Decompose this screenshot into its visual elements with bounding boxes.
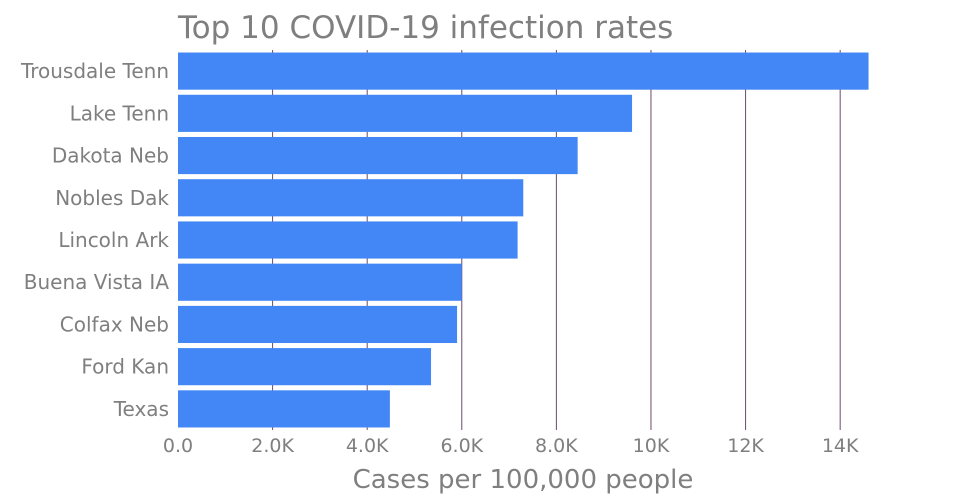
category-label: Texas [113,397,169,421]
x-tick-label: 8.0K [535,435,578,457]
category-label: Ford Kan [81,355,169,379]
x-tick-label: 2.0K [251,435,294,457]
bar-1 [178,94,633,132]
x-axis-title: Cases per 100,000 people [353,465,694,495]
x-tick-label: 14K [822,435,859,457]
x-tick-label: 6.0K [440,435,483,457]
category-label: Trousdale Tenn [20,59,169,83]
bar-4 [178,221,518,259]
category-label: Nobles Dak [55,186,169,210]
x-tick-label: 10K [633,435,670,457]
category-label: Lake Tenn [70,101,169,125]
category-label: Lincoln Ark [58,228,169,252]
bar-0 [178,52,869,90]
x-tick-label: 4.0K [346,435,389,457]
x-tick-label: 0.0 [163,435,193,457]
bar-3 [178,179,524,217]
bar-6 [178,305,458,344]
bar-8 [178,390,390,428]
bars [178,52,869,428]
x-tick-label: 12K [727,435,764,457]
x-tick-labels: 0.0 2.0K 4.0K 6.0K 8.0K 10K 12K 14K [163,435,859,457]
category-labels: Trousdale Tenn Lake Tenn Dakota Neb Nobles … [20,59,169,421]
category-label: Colfax Neb [60,312,169,336]
category-label: Dakota Neb [52,144,169,168]
bar-7 [178,348,432,386]
bar-5 [178,263,462,301]
bar-2 [178,136,578,175]
category-label: Buena Vista IA [24,270,170,294]
chart-title: Top 10 COVID-19 infection rates [177,10,673,46]
